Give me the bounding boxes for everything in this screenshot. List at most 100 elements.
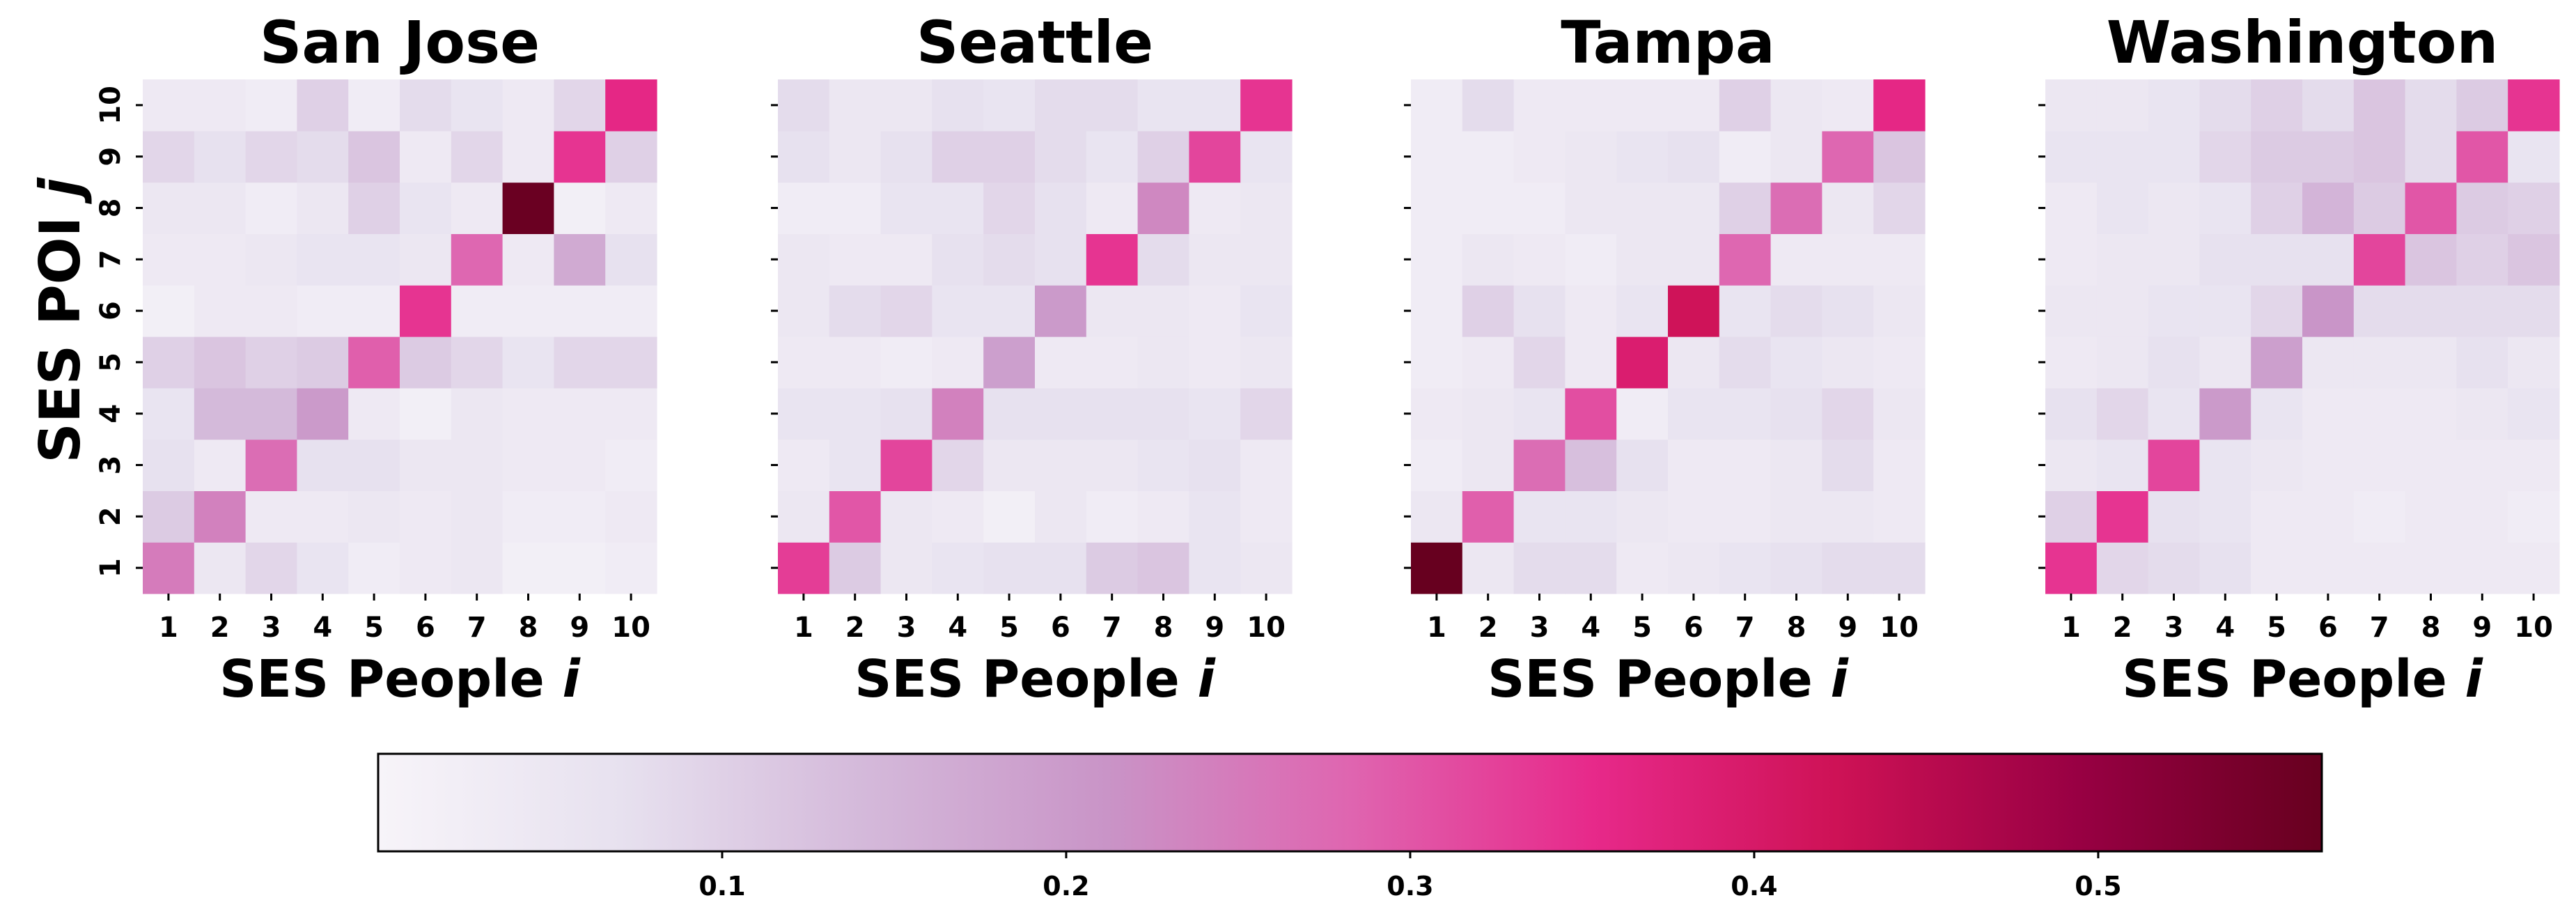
heatmap-cell bbox=[297, 336, 349, 389]
heatmap-cell bbox=[297, 285, 349, 337]
heatmap-cell bbox=[2199, 130, 2251, 183]
x-tick-label: 3 bbox=[262, 612, 281, 644]
heatmap-cell bbox=[829, 182, 882, 234]
heatmap-cell bbox=[2251, 542, 2303, 594]
x-tick-label: 10 bbox=[1880, 612, 1919, 644]
heatmap-cell bbox=[2148, 182, 2200, 234]
heatmap-cell bbox=[2251, 387, 2303, 440]
heatmap-cell bbox=[1822, 336, 1874, 389]
heatmap-cell bbox=[348, 439, 400, 491]
heatmap-cell bbox=[2508, 439, 2560, 491]
heatmap-cell bbox=[245, 387, 297, 440]
heatmap-cell bbox=[1137, 233, 1189, 286]
heatmap-cell bbox=[2199, 285, 2251, 337]
x-axis-label-variable: i bbox=[1198, 649, 1217, 709]
heatmap-cell bbox=[1873, 79, 1926, 132]
heatmap-cell bbox=[1411, 387, 1463, 440]
heatmap-cell bbox=[1462, 233, 1515, 286]
heatmap-cell bbox=[2045, 490, 2098, 543]
heatmap-cell bbox=[2405, 336, 2457, 389]
heatmap-cell bbox=[1565, 542, 1617, 594]
heatmap-cell bbox=[1240, 336, 1293, 389]
heatmap-cell bbox=[194, 79, 247, 132]
heatmap-cell bbox=[1770, 336, 1822, 389]
heatmap-cell bbox=[451, 336, 504, 389]
heatmap-cell bbox=[143, 233, 195, 286]
heatmap-cell bbox=[605, 490, 657, 543]
heatmap-cell bbox=[778, 182, 830, 234]
heatmap-cell bbox=[2045, 542, 2098, 594]
heatmap-cell bbox=[880, 490, 932, 543]
heatmap-cell bbox=[1719, 233, 1772, 286]
heatmap-cell bbox=[2251, 490, 2303, 543]
heatmap-cell bbox=[829, 336, 882, 389]
heatmap-cell bbox=[2456, 336, 2508, 389]
heatmap-cell bbox=[2251, 439, 2303, 491]
heatmap-cell bbox=[451, 130, 504, 183]
heatmap-cell bbox=[1086, 233, 1139, 286]
heatmap-cell bbox=[880, 130, 932, 183]
heatmap-cell bbox=[1411, 130, 1463, 183]
heatmap-cell bbox=[778, 490, 830, 543]
heatmap-cell bbox=[829, 542, 882, 594]
heatmap-cell bbox=[2199, 387, 2251, 440]
heatmap-cell bbox=[400, 182, 452, 234]
heatmap-cell bbox=[2045, 182, 2098, 234]
heatmap-cell bbox=[502, 387, 554, 440]
heatmap-cell bbox=[1719, 130, 1772, 183]
heatmap-cell bbox=[502, 233, 554, 286]
colorbar-gradient bbox=[378, 754, 2322, 851]
heatmap-cell bbox=[1770, 387, 1822, 440]
x-tick-label: 6 bbox=[416, 612, 435, 644]
heatmap-cell bbox=[1035, 233, 1087, 286]
heatmap-cell bbox=[1668, 542, 1720, 594]
heatmap-cell bbox=[2508, 542, 2560, 594]
heatmap-cell bbox=[1668, 79, 1720, 132]
heatmap-cell bbox=[400, 285, 452, 337]
heatmap-cell bbox=[2456, 182, 2508, 234]
heatmap-cell bbox=[1462, 336, 1515, 389]
heatmap-cell bbox=[880, 182, 932, 234]
heatmap-cell bbox=[2251, 336, 2303, 389]
heatmap-cell bbox=[2405, 490, 2457, 543]
heatmap-cell bbox=[348, 285, 400, 337]
heatmap-cell bbox=[1616, 233, 1669, 286]
heatmap-cell bbox=[2251, 130, 2303, 183]
heatmap-cell bbox=[1513, 130, 1566, 183]
heatmap-cell bbox=[1770, 285, 1822, 337]
heatmap-cell bbox=[1513, 542, 1566, 594]
heatmap-cell bbox=[143, 439, 195, 491]
heatmap-cell bbox=[143, 387, 195, 440]
heatmap-cell bbox=[1462, 542, 1515, 594]
heatmap-cell bbox=[2302, 130, 2355, 183]
heatmap-cell bbox=[194, 233, 247, 286]
heatmap-cell bbox=[2148, 387, 2200, 440]
x-tick-label: 1 bbox=[1427, 612, 1446, 644]
heatmap-cell bbox=[1565, 130, 1617, 183]
heatmap-cell bbox=[400, 542, 452, 594]
heatmap-cell bbox=[1668, 182, 1720, 234]
heatmap-cell bbox=[1035, 336, 1087, 389]
heatmap-cell bbox=[1873, 182, 1926, 234]
heatmap-cell bbox=[2353, 336, 2406, 389]
heatmap-cell bbox=[1513, 387, 1566, 440]
heatmap-cell bbox=[983, 233, 1036, 286]
heatmap-cell bbox=[1189, 130, 1241, 183]
heatmap-cell bbox=[554, 490, 606, 543]
heatmap-cell bbox=[451, 79, 504, 132]
heatmap-cell bbox=[1462, 130, 1515, 183]
heatmap-cell bbox=[2353, 490, 2406, 543]
heatmap-cell bbox=[2148, 285, 2200, 337]
x-axis-label-text: SES People bbox=[2122, 649, 2465, 709]
heatmap-cell bbox=[2353, 233, 2406, 286]
heatmap-cell bbox=[1616, 490, 1669, 543]
heatmap-cell bbox=[1719, 439, 1772, 491]
heatmap-cell bbox=[194, 542, 247, 594]
heatmap-cell bbox=[143, 542, 195, 594]
heatmap-cell bbox=[502, 182, 554, 234]
y-tick-label: 8 bbox=[95, 199, 127, 218]
panel-title: San Jose bbox=[260, 8, 540, 77]
colorbar-tick-label: 0.1 bbox=[698, 871, 745, 901]
heatmap-cell bbox=[1668, 130, 1720, 183]
heatmap-cell bbox=[1137, 130, 1189, 183]
